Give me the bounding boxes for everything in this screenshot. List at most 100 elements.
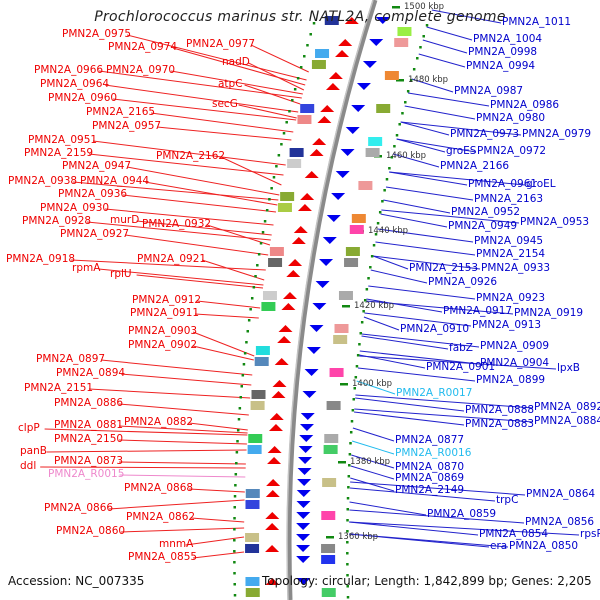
gene-label-left[interactable]: PMN2A_2150 [54,433,124,445]
gene-label-right[interactable]: era [490,540,508,552]
gene-label-left[interactable]: PMN2A_0936 [58,188,128,200]
gene-label-right[interactable]: groEL [526,178,556,190]
gene-label-right[interactable]: PMN2A_0913 [472,319,542,331]
gene-label-left[interactable]: PMN2A_0866 [44,502,114,514]
gene-label-left[interactable]: PMN2A_0970 [106,64,176,76]
gene-label-left[interactable]: PMN2A_0964 [40,78,110,90]
gene-label-left[interactable]: panB [20,445,47,457]
gene-label-right[interactable]: PMN2A_0888 [465,404,535,416]
gene-label-right[interactable]: PMN2A_0850 [509,540,579,552]
gene-label-right[interactable]: PMN2A_2163 [474,193,544,205]
gene-label-left[interactable]: PMN2A_0951 [28,134,98,146]
gene-label-left[interactable]: PMN2A_0977 [186,38,256,50]
gene-label-right[interactable]: PMN2A_0904 [480,357,550,369]
gene-label-right[interactable]: PMN2A_0979 [522,128,592,140]
gene-label-right[interactable]: PMN2A_0883 [465,418,535,430]
gene-label-left[interactable]: PMN2A_2165 [86,106,156,118]
gene-label-left[interactable]: PMN2A_0873 [54,455,124,467]
gene-label-right[interactable]: PMN2A_0953 [520,216,590,228]
gene-label-left[interactable]: PMN2A_0966 [34,64,104,76]
gene-label-left[interactable]: ddl [20,460,37,472]
gene-label-left[interactable]: PMN2A_0930 [40,202,110,214]
gene-label-left[interactable]: mnmA [159,538,194,550]
gene-label-right[interactable]: PMN2A_0856 [525,516,595,528]
gene-label-right[interactable]: PMN2A_0998 [468,46,538,58]
gene-label-right[interactable]: PMN2A_0899 [476,374,546,386]
gene-label-right[interactable]: PMN2A_2154 [476,248,546,260]
gene-label-right[interactable]: PMN2A_0919 [514,307,584,319]
gene-label-left[interactable]: murD [110,214,140,226]
gene-label-left[interactable]: PMN2A_0944 [80,175,150,187]
gene-label-left[interactable]: PMN2A_0912 [132,294,202,306]
gene-label-right[interactable]: PMN2A_2166 [440,160,510,172]
gene-label-right[interactable]: PMN2A_2149 [395,484,465,496]
gene-label-left[interactable]: PMN2A_0855 [128,551,198,563]
gene-label-left[interactable]: PMN2A_R0015 [48,468,125,480]
gene-label-right[interactable]: PMN2A_0987 [454,85,524,97]
gene-label-right[interactable]: PMN2A_R0016 [395,447,472,459]
gene-label-left[interactable]: PMN2A_0860 [56,525,126,537]
gene-label-left[interactable]: secG [212,98,238,110]
gene-label-right[interactable]: PMN2A_0869 [395,472,465,484]
gene-label-left[interactable]: PMN2A_0903 [128,325,198,337]
gene-label-right[interactable]: trpC [496,494,519,506]
gene-label-left[interactable]: PMN2A_0957 [92,120,162,132]
gene-label-right[interactable]: PMN2A_0980 [476,112,546,124]
gene-label-right[interactable]: PMN2A_1004 [473,33,543,45]
gene-label-right[interactable]: PMN2A_0923 [476,292,546,304]
gene-label-right[interactable]: PMN2A_0933 [481,262,551,274]
gene-label-left[interactable]: PMN2A_0862 [126,511,196,523]
gene-label-right[interactable]: rpsP [580,528,600,540]
gene-label-left[interactable]: PMN2A_2159 [24,147,94,159]
gene-label-right[interactable]: PMN2A_2153 [409,262,479,274]
gene-label-right[interactable]: PMN2A_0986 [490,99,560,111]
gene-label-left[interactable]: atpC [218,78,243,90]
gene-label-right[interactable]: PMN2A_0859 [427,508,497,520]
gene-label-left[interactable]: PMN2A_0902 [128,339,198,351]
gene-label-right[interactable]: PMN2A_0910 [400,323,470,335]
gene-label-right[interactable]: PMN2A_0961 [468,178,538,190]
gene-label-right[interactable]: groES [446,145,477,157]
gene-label-right[interactable]: PMN2A_0973 [450,128,520,140]
gene-label-right[interactable]: PMN2A_0901 [426,361,496,373]
gene-label-left[interactable]: PMN2A_0881 [54,419,124,431]
gene-label-right[interactable]: PMN2A_0952 [451,206,521,218]
gene-label-left[interactable]: PMN2A_0918 [6,253,76,265]
gene-label-left[interactable]: nadD [222,56,250,68]
gene-label-right[interactable]: PMN2A_0972 [477,145,547,157]
gene-label-right[interactable]: PMN2A_0917 [443,305,513,317]
gene-label-right[interactable]: PMN2A_0926 [428,276,498,288]
gene-label-right[interactable]: PMN2A_0854 [479,528,549,540]
gene-label-right[interactable]: PMN2A_0892 [534,401,600,413]
gene-label-left[interactable]: PMN2A_0868 [124,482,194,494]
gene-label-right[interactable]: PMN2A_0870 [395,461,465,473]
gene-label-left[interactable]: PMN2A_2151 [24,382,94,394]
gene-label-right[interactable]: PMN2A_0945 [474,235,544,247]
gene-label-left[interactable]: PMN2A_0975 [62,28,132,40]
gene-label-left[interactable]: PMN2A_0894 [56,367,126,379]
gene-label-left[interactable]: rplU [110,268,132,280]
gene-label-left[interactable]: PMN2A_0927 [60,228,130,240]
gene-label-left[interactable]: PMN2A_0897 [36,353,106,365]
gene-label-left[interactable]: PMN2A_0974 [108,41,178,53]
gene-label-left[interactable]: PMN2A_0960 [48,92,118,104]
gene-label-right[interactable]: PMN2A_1011 [502,16,572,28]
gene-label-left[interactable]: PMN2A_0932 [142,218,212,230]
gene-label-left[interactable]: PMN2A_0921 [137,253,207,265]
gene-label-left[interactable]: PMN2A_0882 [124,416,194,428]
gene-label-right[interactable]: PMN2A_R0017 [396,387,473,399]
gene-label-left[interactable]: PMN2A_0886 [54,397,124,409]
gene-label-left[interactable]: PMN2A_0911 [130,307,200,319]
gene-label-right[interactable]: PMN2A_0909 [480,340,550,352]
gene-label-left[interactable]: PMN2A_0928 [22,215,92,227]
gene-label-left[interactable]: clpP [18,422,40,434]
gene-label-left[interactable]: rpmA [72,262,101,274]
gene-label-right[interactable]: lpxB [557,362,580,374]
gene-label-left[interactable]: PMN2A_2162 [156,150,226,162]
gene-label-right[interactable]: fabZ [449,342,473,354]
gene-label-left[interactable]: PMN2A_0938 [8,175,78,187]
gene-label-right[interactable]: PMN2A_0949 [448,220,518,232]
gene-label-right[interactable]: PMN2A_0864 [526,488,596,500]
gene-label-right[interactable]: PMN2A_0884 [534,415,600,427]
gene-label-right[interactable]: PMN2A_0877 [395,434,465,446]
